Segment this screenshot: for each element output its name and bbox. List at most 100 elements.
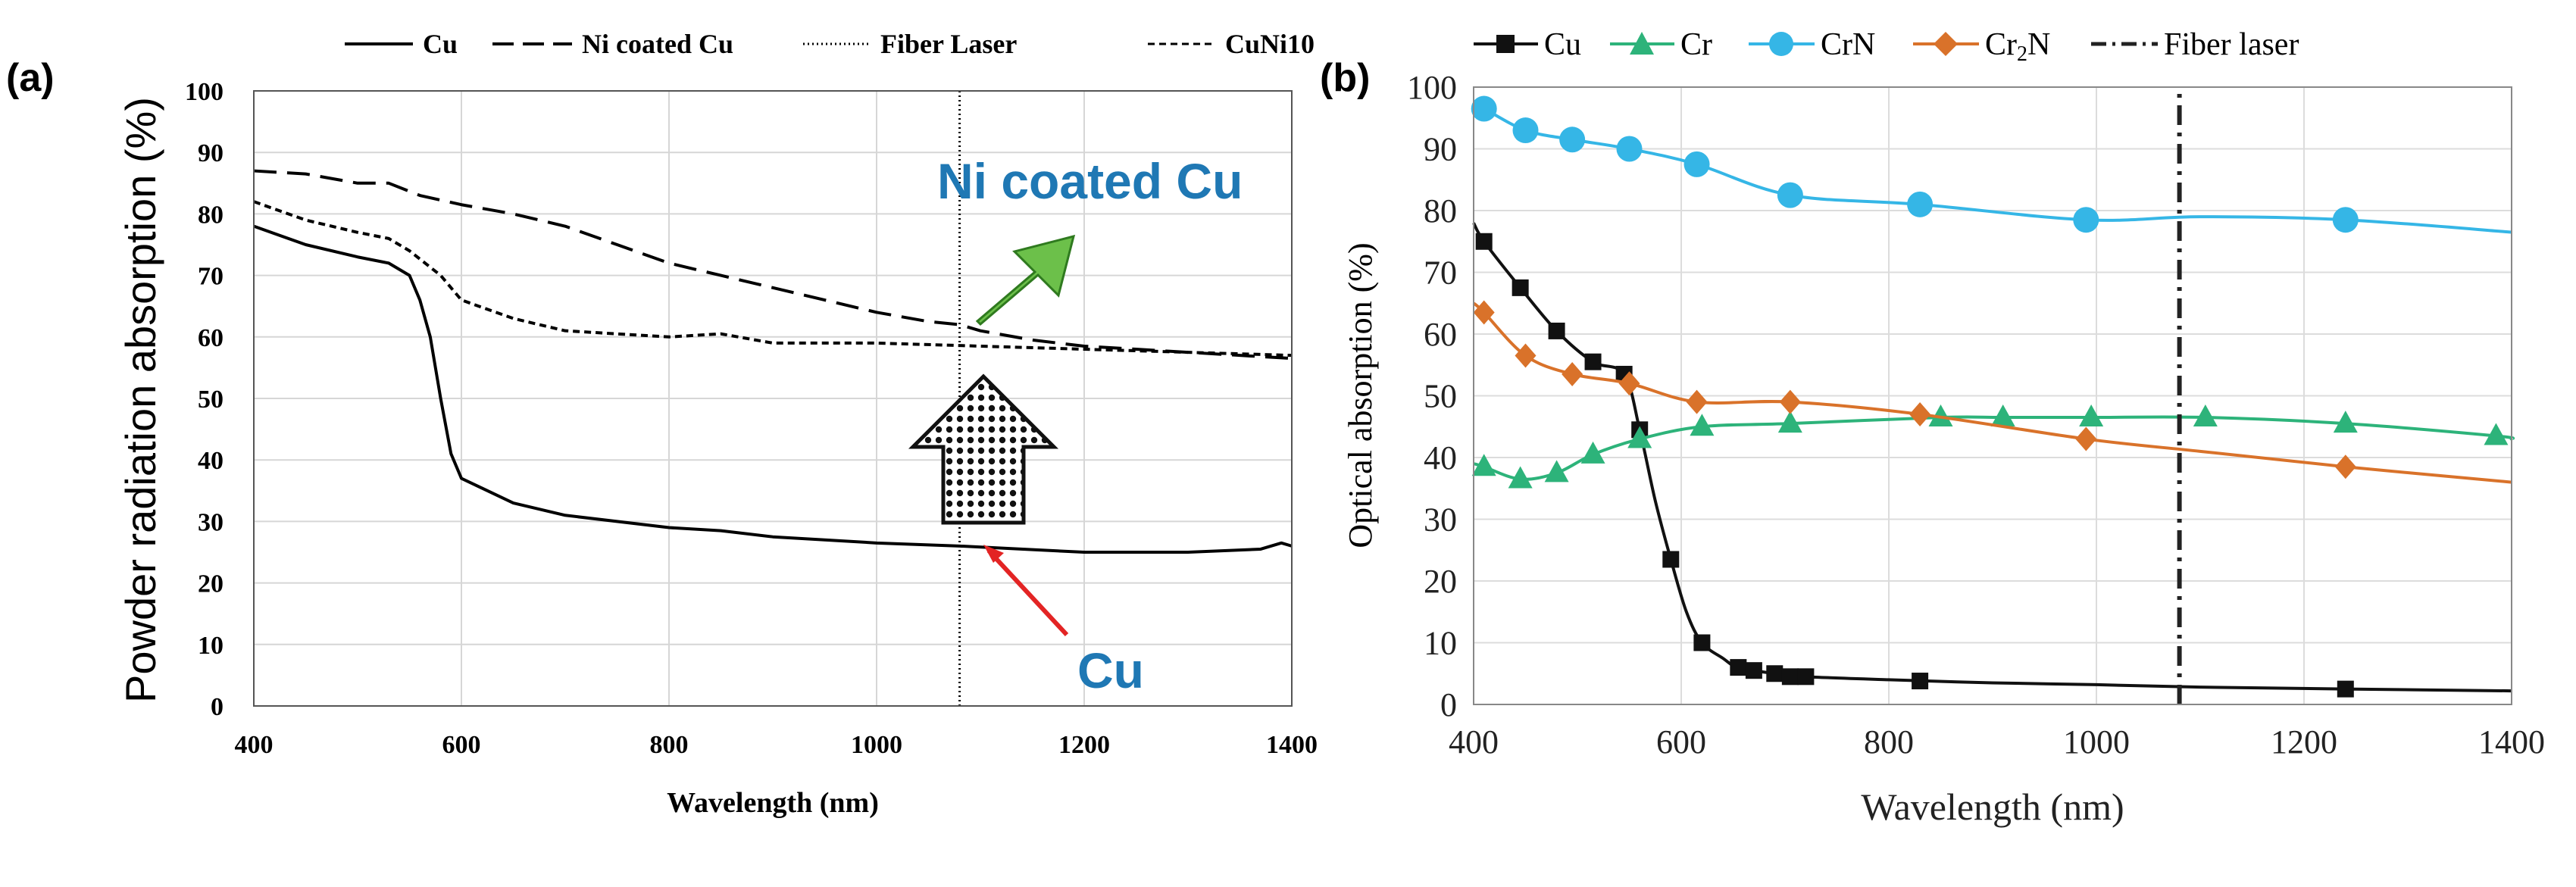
series-b-crn-point xyxy=(1907,191,1934,217)
y-tick-label: 70 xyxy=(198,263,224,291)
x-tick-label: 1200 xyxy=(1058,731,1110,759)
plot-area-b xyxy=(1473,86,2512,705)
y-tick-label: 10 xyxy=(1424,625,1457,662)
y-tick-label: 0 xyxy=(211,693,224,721)
series-b xyxy=(1471,87,2515,704)
series-b-crn-point xyxy=(1777,182,1803,208)
y-tick-label: 40 xyxy=(198,447,224,475)
y-tick-label: 0 xyxy=(1440,686,1457,723)
series-b-cr-point xyxy=(1990,404,2015,427)
series-b-cr-point xyxy=(1508,466,1533,489)
series-b-cr2n-point xyxy=(1618,371,1640,396)
x-tick-label: 600 xyxy=(442,731,481,759)
x-ticks-a: 400 600 800 1000 1200 1400 xyxy=(235,731,1318,759)
series-b-crn-point xyxy=(1559,126,1586,153)
legend-a: Cu Ni coated Cu Fiber Laser CuNi10 xyxy=(345,29,1315,59)
legend-b-cu-marker xyxy=(1496,35,1515,53)
legend-a-cuni-label: CuNi10 xyxy=(1225,29,1315,59)
y-tick-label: 90 xyxy=(1424,131,1457,168)
series-a-cuni10 xyxy=(253,200,1293,358)
annotation-ni-coated-cu: Ni coated Cu xyxy=(937,153,1243,209)
series-b-crn-point xyxy=(1616,136,1643,162)
y-tick-label: 80 xyxy=(198,201,224,229)
series-b-cu-point xyxy=(1730,659,1747,676)
series-b-cr2n-point xyxy=(2075,426,2097,451)
series-b-crn-point xyxy=(2073,207,2099,233)
y-tick-label: 100 xyxy=(185,78,224,106)
series-b-crn-point xyxy=(1512,117,1539,144)
y-tick-label: 20 xyxy=(1424,563,1457,600)
red-arrowhead-icon xyxy=(983,545,1004,563)
y-tick-label: 90 xyxy=(198,139,224,167)
y-tick-label: 50 xyxy=(198,386,224,414)
series-b-crn-point xyxy=(1471,95,1497,122)
legend-b-crn-label: CrN xyxy=(1821,27,1875,62)
y-tick-label: 60 xyxy=(1424,316,1457,353)
legend-b-cu-label: Cu xyxy=(1544,27,1581,62)
series-b-cu-point xyxy=(1512,279,1529,296)
legend-b: Cu Cr CrN Cr2N Fiber laser xyxy=(1474,27,2299,66)
series-a xyxy=(253,91,1293,706)
y-tick-label: 70 xyxy=(1424,255,1457,292)
y-tick-label: 80 xyxy=(1424,192,1457,230)
y-ticks-b: 0 10 20 30 40 50 60 70 80 90 100 xyxy=(1407,69,1457,723)
green-arrow-icon xyxy=(975,234,1076,326)
x-tick-label: 1400 xyxy=(2478,723,2545,761)
series-b-cr-point xyxy=(2484,423,2509,445)
series-b-cr2n-point xyxy=(1779,389,1801,414)
series-b-cu-point xyxy=(1584,353,1602,370)
y-axis-label-a: Powder radiation absorption (%) xyxy=(117,97,164,703)
red-arrow-line xyxy=(986,548,1069,637)
series-b-cu-point xyxy=(1693,634,1711,651)
legend-a-ni-label: Ni coated Cu xyxy=(582,29,733,59)
x-axis-label-b: Wavelength (nm) xyxy=(1861,785,2124,828)
series-b-cr2n-point xyxy=(1515,343,1537,368)
legend-b-cr-label: Cr xyxy=(1680,27,1712,62)
legend-b-crn-marker xyxy=(1769,32,1793,56)
series-b-cr-point xyxy=(2079,404,2104,427)
series-b-cr2n-point xyxy=(1473,300,1495,325)
x-tick-label: 1400 xyxy=(1266,731,1318,759)
x-tick-label: 800 xyxy=(1864,723,1914,761)
y-axis-label-b: Optical absorption (%) xyxy=(1342,242,1379,548)
series-a-cu xyxy=(253,224,1293,554)
series-b-cr-point xyxy=(2193,404,2218,427)
x-tick-label: 400 xyxy=(235,731,274,759)
series-b-cr2n-point xyxy=(1686,389,1708,414)
grid-b xyxy=(1473,86,2512,705)
x-ticks-b: 400 600 800 1000 1200 1400 xyxy=(1449,723,2545,761)
series-b-cu-point xyxy=(1662,551,1680,568)
x-tick-label: 400 xyxy=(1449,723,1499,761)
series-b-cr-point xyxy=(1471,454,1496,476)
series-b-cr-point xyxy=(1690,414,1715,436)
y-tick-label: 30 xyxy=(198,508,224,536)
series-b-cu-point xyxy=(1781,668,1799,686)
series-b-cu-point xyxy=(1475,233,1493,250)
plot-area-a xyxy=(253,90,1293,707)
series-b-cr2n-line xyxy=(1472,301,2512,484)
y-ticks-a: 0 10 20 30 40 50 60 70 80 90 100 xyxy=(185,78,224,721)
series-b-cr-point xyxy=(1928,404,1953,427)
y-tick-label: 30 xyxy=(1424,501,1457,539)
x-tick-label: 1200 xyxy=(2271,723,2337,761)
y-tick-label: 60 xyxy=(198,324,224,352)
series-b-cu-point xyxy=(1548,322,1565,339)
series-b-cr2n-point xyxy=(1909,401,1931,426)
x-tick-label: 1000 xyxy=(851,731,902,759)
series-a-ni-coated-cu xyxy=(253,169,1293,361)
legend-a-cu-label: Cu xyxy=(423,29,458,59)
annotation-cu: Cu xyxy=(1077,642,1144,698)
series-b-cr-point xyxy=(2333,411,2358,433)
up-arrow-icon xyxy=(908,373,1059,525)
series-b-cu-point xyxy=(1766,665,1784,682)
legend-a-fiber-label: Fiber Laser xyxy=(880,29,1017,59)
x-tick-label: 1000 xyxy=(2063,723,2130,761)
series-b-cu-point xyxy=(2337,680,2354,698)
y-tick-label: 20 xyxy=(198,570,224,598)
panel-a-label: (a) xyxy=(6,56,55,100)
x-tick-label: 600 xyxy=(1656,723,1706,761)
legend-b-cr2n-label: Cr2N xyxy=(1985,27,2050,66)
y-tick-label: 50 xyxy=(1424,378,1457,415)
panel-b-label: (b) xyxy=(1320,56,1370,100)
series-b-cu-point xyxy=(1797,668,1815,686)
